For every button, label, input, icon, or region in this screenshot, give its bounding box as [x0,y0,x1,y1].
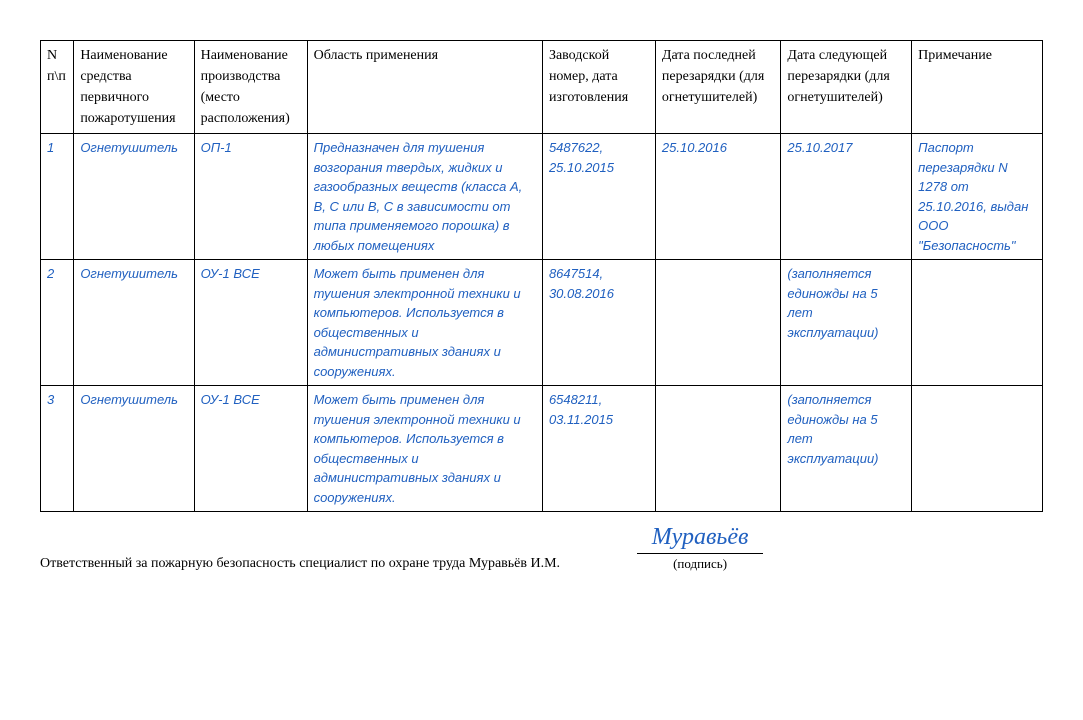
cell-name: Огнетушитель [74,386,194,512]
cell-next: 25.10.2017 [781,134,912,260]
cell-next: (заполняется единожды на 5 лет эксплуата… [781,386,912,512]
signature-block: Муравьёв (подпись) [610,524,790,572]
table-row: 2 Огнетушитель ОУ-1 ВСЕ Может быть приме… [41,260,1043,386]
cell-serial: 6548211, 03.11.2015 [542,386,655,512]
cell-type: ОУ-1 ВСЕ [194,386,307,512]
table-header-row: N п\п Наименование средства первичного п… [41,41,1043,134]
table-body: 1 Огнетушитель ОП-1 Предназначен для туш… [41,134,1043,512]
cell-note [912,386,1043,512]
table-row: 1 Огнетушитель ОП-1 Предназначен для туш… [41,134,1043,260]
table-row: 3 Огнетушитель ОУ-1 ВСЕ Может быть приме… [41,386,1043,512]
cell-num: 2 [41,260,74,386]
cell-note [912,260,1043,386]
cell-serial: 8647514, 30.08.2016 [542,260,655,386]
signature-name: Муравьёв [637,524,764,554]
cell-serial: 5487622, 25.10.2015 [542,134,655,260]
signature-caption: (подпись) [610,556,790,572]
responsible-text: Ответственный за пожарную безопасность с… [40,556,560,572]
col-header-type: Наименование производства (место располо… [194,41,307,134]
cell-note: Паспорт перезарядки N 1278 от 25.10.2016… [912,134,1043,260]
cell-last [655,386,781,512]
cell-next: (заполняется единожды на 5 лет эксплуата… [781,260,912,386]
col-header-last: Дата последней перезарядки (для огнетуши… [655,41,781,134]
cell-last: 25.10.2016 [655,134,781,260]
col-header-num: N п\п [41,41,74,134]
cell-name: Огнетушитель [74,134,194,260]
cell-area: Может быть применен для тушения электрон… [307,386,542,512]
col-header-note: Примечание [912,41,1043,134]
col-header-name: Наименование средства первичного пожарот… [74,41,194,134]
cell-area: Может быть применен для тушения электрон… [307,260,542,386]
cell-type: ОП-1 [194,134,307,260]
footer-line: Ответственный за пожарную безопасность с… [40,524,1043,572]
cell-name: Огнетушитель [74,260,194,386]
cell-type: ОУ-1 ВСЕ [194,260,307,386]
cell-area: Предназначен для тушения возгорания твер… [307,134,542,260]
cell-last [655,260,781,386]
fire-equipment-table: N п\п Наименование средства первичного п… [40,40,1043,512]
col-header-next: Дата следующей перезарядки (для огнетуши… [781,41,912,134]
col-header-serial: Заводской номер, дата изготовления [542,41,655,134]
col-header-area: Область применения [307,41,542,134]
cell-num: 3 [41,386,74,512]
cell-num: 1 [41,134,74,260]
